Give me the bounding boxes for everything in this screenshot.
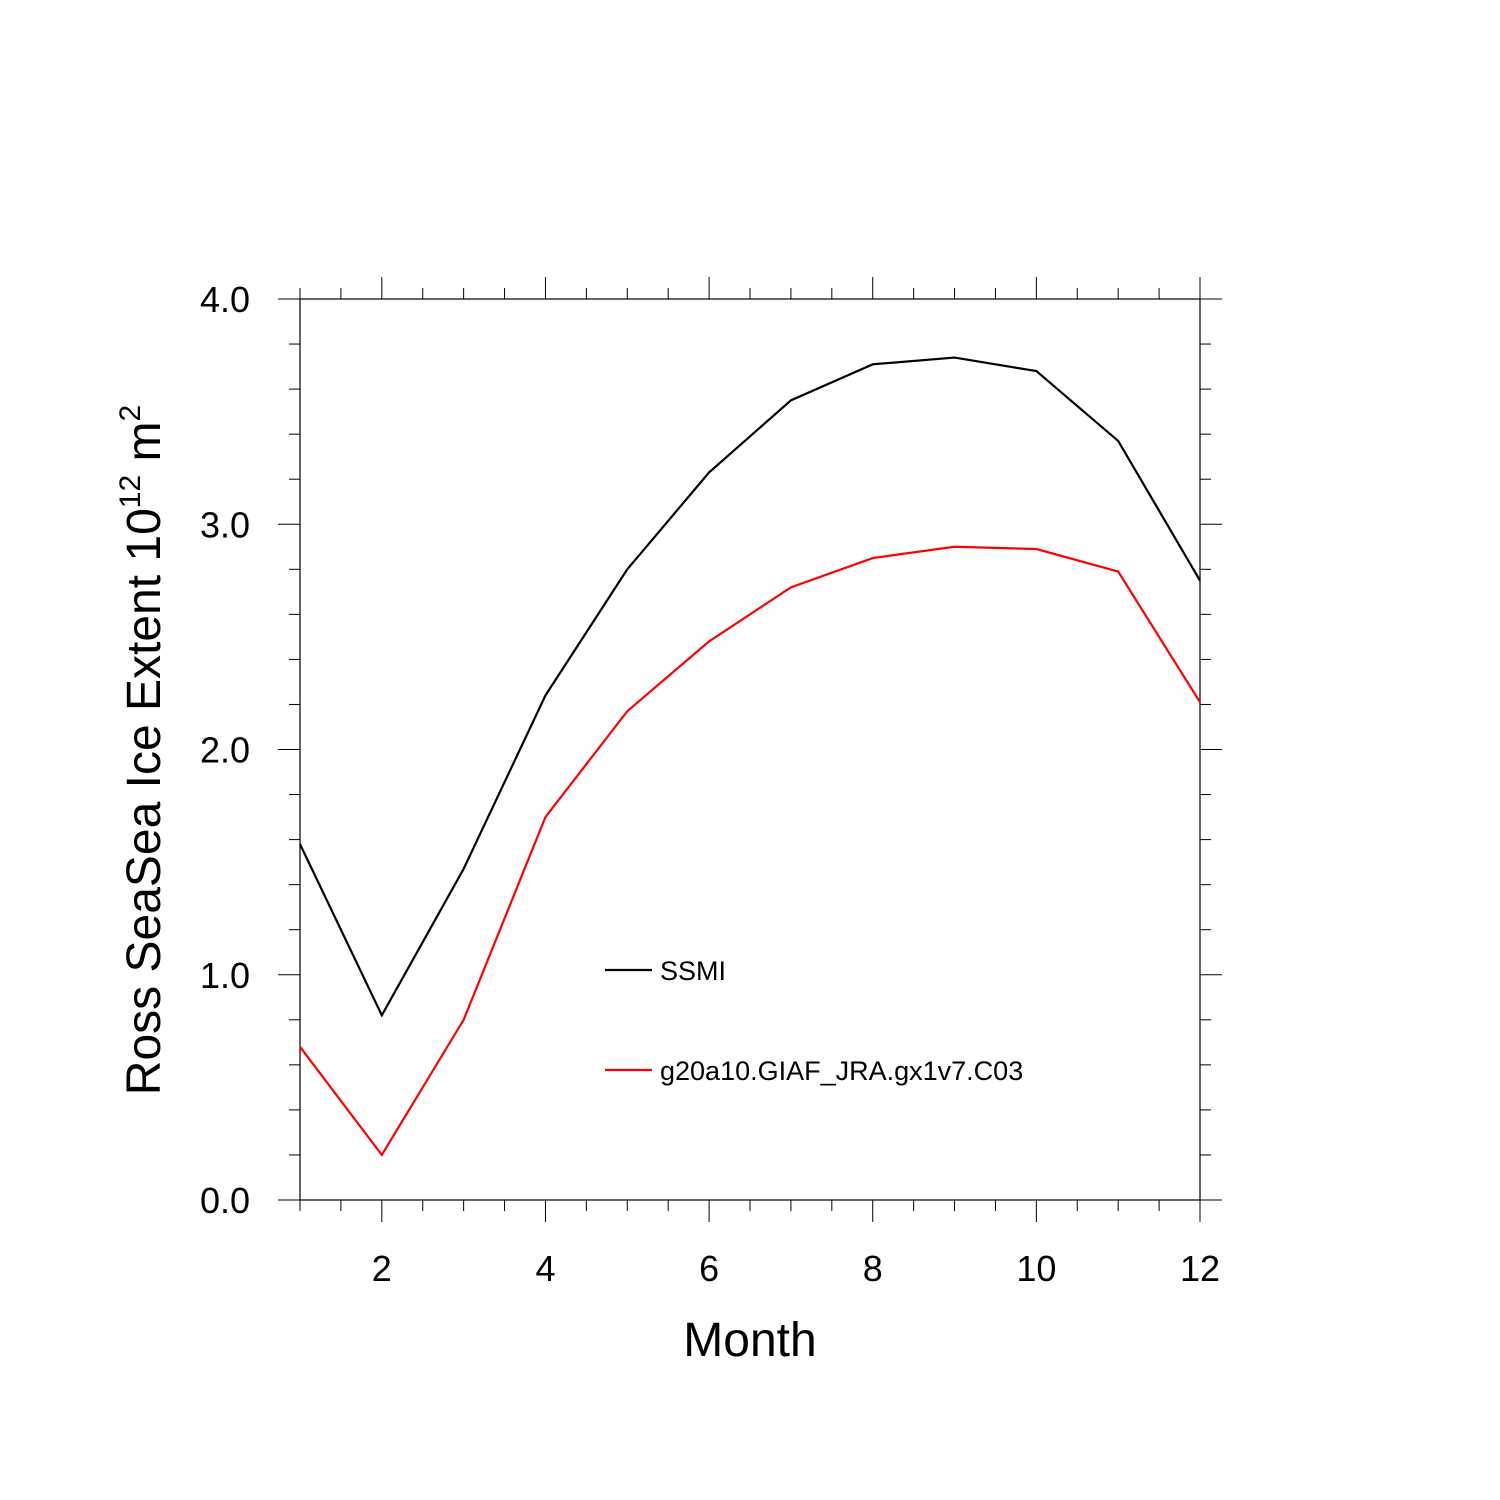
legend: SSMI g20a10.GIAF_JRA.gx1v7.C03 — [605, 956, 1023, 1086]
x-tick-label: 10 — [1016, 1248, 1056, 1289]
x-tick-label: 6 — [699, 1248, 719, 1289]
legend-label-2: g20a10.GIAF_JRA.gx1v7.C03 — [660, 1056, 1023, 1086]
x-tick-label: 12 — [1180, 1248, 1220, 1289]
legend-label-1: SSMI — [660, 956, 726, 986]
y-tick-label: 0.0 — [200, 1180, 250, 1221]
y-tick-label: 3.0 — [200, 504, 250, 545]
y-tick-label: 4.0 — [200, 279, 250, 320]
series-lines — [299, 356, 1201, 1157]
x-tick-label: 8 — [863, 1248, 883, 1289]
y-axis-title: Ross SeaSea Ice Extent 1012 m2 — [114, 405, 171, 1095]
y-tick-label: 2.0 — [200, 730, 250, 771]
series-line-1 — [299, 356, 1201, 1018]
x-axis-title: Month — [683, 1314, 816, 1367]
axis-ticks — [278, 277, 1222, 1222]
x-tick-label: 4 — [535, 1248, 555, 1289]
y-tick-label: 1.0 — [200, 955, 250, 996]
axis-tick-labels: 2 4 6 8 10 12 0.0 1.0 2.0 3.0 4.0 — [200, 279, 1220, 1289]
series-line-2 — [299, 545, 1201, 1157]
x-tick-label: 2 — [372, 1248, 392, 1289]
